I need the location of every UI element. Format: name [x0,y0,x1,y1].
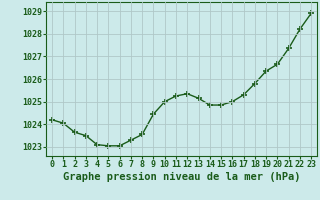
X-axis label: Graphe pression niveau de la mer (hPa): Graphe pression niveau de la mer (hPa) [63,172,300,182]
